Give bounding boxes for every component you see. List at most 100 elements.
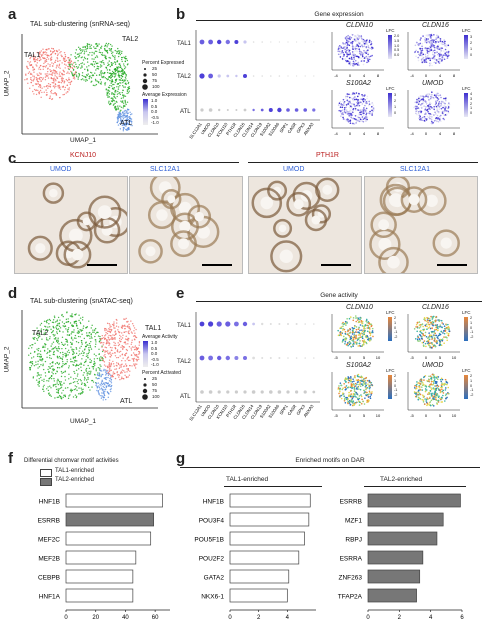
e-map-cell [344, 386, 346, 389]
e-map-cell [420, 332, 423, 334]
umap-d-point-tal2 [38, 381, 41, 383]
umap-a-point-atl [119, 112, 122, 115]
b-map-cell [420, 50, 423, 52]
e-map-legend-ticks: 2 1 0 -1 -2 [394, 374, 398, 398]
e-map-cell [357, 381, 360, 383]
umap-a-point-tal1 [55, 76, 58, 78]
umap-d-point-tal2 [53, 316, 56, 319]
umap-d-point-tal1 [134, 345, 137, 347]
umap-d-point-tal2 [64, 338, 67, 341]
e-dot [303, 390, 307, 394]
umap-d-point-tal1 [114, 342, 116, 345]
e-map-cell [344, 331, 347, 333]
b-map-cell [421, 116, 424, 119]
f-legend-tal2: TAL2-enriched [55, 477, 94, 483]
umap-a-point-tal2 [121, 67, 123, 70]
umap-a-point-atl [117, 117, 120, 120]
umap-d-point-tal2 [58, 362, 61, 365]
b-map-cell [348, 62, 350, 65]
umap-d-point-tal1 [114, 368, 116, 371]
e-dot [217, 355, 222, 361]
umap-d-point-tal2 [58, 388, 60, 390]
umap-d-point-tal2 [85, 332, 88, 334]
histology-tubule [187, 204, 212, 229]
e-map-cell [349, 404, 352, 406]
e-map-cell [441, 338, 444, 341]
b-map-cell [438, 58, 440, 61]
e-map-cell [434, 320, 437, 323]
umap-a-point-tal2 [86, 74, 88, 77]
umap-a-point-tal2 [127, 81, 130, 84]
e-map-cell [340, 384, 343, 387]
b-map-cell [345, 109, 348, 111]
b-map-cell [426, 115, 429, 118]
umap-d-point-tal2 [69, 315, 72, 317]
umap-d-point-tal2 [37, 336, 40, 339]
umap-d-point-tal2 [60, 370, 63, 373]
umap-d-point-tal1 [134, 367, 137, 369]
b-map-cell [361, 59, 364, 62]
b-map-cell [350, 93, 352, 96]
b-map-cell [436, 36, 438, 38]
umap-a-point-tal1 [27, 72, 30, 75]
e-legend-avg-title: Average Activity [142, 334, 178, 340]
e-map-cell [342, 325, 344, 328]
umap-d-point-tal1 [116, 371, 118, 374]
b-map-cell [441, 40, 444, 43]
b-map-cell [432, 49, 435, 52]
umap-a-point-tal1 [56, 73, 58, 75]
b-map-cell [440, 54, 443, 57]
umap-a-point-tal1 [38, 92, 40, 94]
b-map-cell [360, 98, 362, 101]
umap-d-point-tal2 [42, 328, 45, 331]
umap-a-point-tal2 [126, 92, 128, 95]
umap-d-point-tal2 [40, 363, 42, 366]
histology-lumen [71, 248, 84, 261]
b-dot [217, 39, 222, 45]
umap-d-point-tal1 [129, 329, 132, 331]
umap-d-point-tal2 [59, 352, 62, 354]
b-map-cell [427, 110, 429, 113]
histology-lumen [49, 188, 58, 198]
umap-d-point-tal2 [50, 328, 52, 331]
umap-a-point-tal2 [104, 49, 106, 52]
b-map-cell [435, 102, 437, 104]
e-map-cell [433, 340, 436, 342]
b-map-cell [341, 51, 343, 54]
umap-d-point-tal2 [69, 389, 72, 392]
e-map-cell [358, 337, 360, 339]
umap-a-point-tal1 [41, 78, 44, 81]
umap-a-point-tal1 [33, 58, 35, 60]
b-map-cell [426, 35, 429, 37]
umap-d-point-tal2 [57, 323, 59, 325]
umap-a-point-tal2 [80, 67, 82, 69]
umap-a-point-tal1 [41, 91, 43, 94]
umap-a-point-tal2 [121, 72, 123, 75]
umap-d-point-tal2 [76, 375, 79, 377]
umap-a-point-tal2 [86, 61, 89, 63]
umap-d-point-tal2 [28, 347, 30, 350]
b-map-cell [418, 97, 420, 100]
umap-a-point-tal2 [107, 86, 110, 89]
umap-a-point-atl [127, 118, 130, 121]
umap-d-point-tal1 [138, 352, 141, 354]
b-map-cell [430, 120, 433, 123]
f-category-label: HNF1A [39, 593, 61, 600]
b-map-cell [447, 104, 449, 106]
b-dot [235, 74, 238, 78]
umap-d-point-tal2 [81, 333, 83, 336]
b-map-cell [363, 42, 366, 45]
b-map-cell [430, 37, 432, 39]
panel-label-b: b [176, 6, 186, 23]
umap-d-point-tal2 [38, 366, 41, 368]
umap-d-point-tal2 [59, 383, 62, 385]
e-map-cell [356, 393, 359, 395]
umap-d-point-tal2 [61, 336, 64, 338]
umap-a-point-tal1 [59, 60, 61, 62]
umap-d-point-tal2 [79, 393, 82, 395]
umap-d-point-tal1 [101, 337, 103, 340]
e-map-cell [431, 343, 434, 346]
umap-d-point-tal1 [104, 353, 106, 356]
umap-a-point-tal1 [39, 52, 41, 54]
umap-a-point-tal2 [121, 91, 124, 94]
